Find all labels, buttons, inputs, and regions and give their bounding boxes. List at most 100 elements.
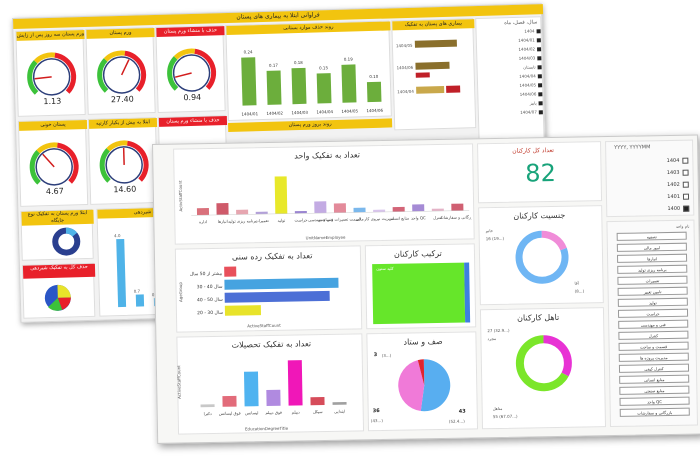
unit-bar bbox=[216, 203, 229, 215]
back-breakdown-panel: بیماری های پستان به تفکیک 1404/05 1404/0… bbox=[391, 18, 477, 131]
back-type-card: ابتلا ورم پستان به تفکیک نوع جایگاه bbox=[20, 208, 94, 261]
gender-female-label: خانم bbox=[485, 228, 494, 234]
gauge-band bbox=[36, 142, 58, 154]
marital-married-label: متاهل bbox=[492, 405, 503, 412]
line-staff-card: صف و ستاد 3 (3...) 36 (43...) 43 (52.4..… bbox=[366, 331, 479, 432]
year-filter[interactable]: YYYY, YYYYMM 1404 1403 1402 1401 1400 bbox=[605, 139, 695, 218]
unit-filter-button[interactable]: واحد QC bbox=[619, 396, 690, 406]
age-chart-card: تعداد به تفکیک رده سنی AgeGroup بیشتر از… bbox=[174, 245, 363, 333]
education-category-label: سیکل bbox=[313, 409, 324, 414]
back-gauge-dial bbox=[29, 142, 79, 186]
unit-filter-button[interactable]: کنترل کیفی bbox=[618, 363, 690, 373]
trend-value: 0.19 bbox=[344, 56, 353, 61]
unit-filter-button[interactable]: تولید bbox=[617, 297, 688, 307]
back-breakdown-bar-2 bbox=[415, 61, 450, 70]
unit-filter-button[interactable]: فنی و مهندسی bbox=[618, 319, 689, 329]
education-bar bbox=[310, 397, 325, 406]
back-slicer-label: 1404 bbox=[524, 28, 535, 34]
back-trend-svg: 0.24 1404/01 0.17 1404/02 0.18 1404/03 0.15 140… bbox=[241, 49, 384, 117]
line-staff-title: صف و ستاد bbox=[403, 336, 443, 347]
education-chart-title: تعداد به تفکیک تحصیلات bbox=[231, 339, 312, 350]
education-category-label: لیسانس bbox=[245, 410, 259, 415]
back-breakdown-bar-5 bbox=[446, 85, 461, 93]
back-gauge-dial bbox=[27, 52, 77, 96]
year-filter-label: 1403 bbox=[666, 169, 680, 177]
back-type-title: ابتلا ورم پستان به تفکیک نوع جایگاه bbox=[21, 209, 94, 226]
checkbox-icon[interactable] bbox=[683, 205, 690, 212]
line-staff-right-value: 43 bbox=[458, 408, 466, 415]
unit-bar bbox=[314, 201, 327, 214]
back-slicer-label: 1404/03 bbox=[518, 55, 536, 61]
unit-filter-button[interactable]: تصفیه bbox=[616, 231, 687, 241]
back-slicer-label: پاییز bbox=[529, 100, 537, 106]
back-gauge-card: ورم پستان سه روز پس از زایش 1.13 bbox=[15, 29, 86, 117]
back-breakdown-row-1: 1404/05 bbox=[395, 42, 413, 49]
unit-category-label: حراست bbox=[294, 217, 308, 222]
unit-filter-button[interactable]: کنترل bbox=[618, 330, 689, 340]
gauge-band bbox=[103, 50, 126, 62]
year-filter-item[interactable]: 1400 bbox=[613, 203, 690, 216]
trend-bar bbox=[366, 81, 382, 103]
trend-category: 1404/04 bbox=[316, 109, 333, 114]
trend-category: 1404/02 bbox=[266, 110, 283, 115]
donut-segment bbox=[515, 230, 569, 284]
unit-filter-button[interactable]: امور مالی bbox=[616, 242, 687, 252]
unit-filter-button[interactable]: تعمیرات bbox=[617, 275, 688, 285]
unit-bar bbox=[392, 206, 405, 212]
gauge-band bbox=[124, 50, 147, 92]
unit-filter-button[interactable]: حراست bbox=[617, 308, 689, 318]
back-slicer-item[interactable]: 1404/07 bbox=[483, 109, 543, 120]
total-staff-card: تعداد کل کارکنان 82 bbox=[477, 141, 603, 204]
composition-label: کلید ستون bbox=[376, 265, 394, 272]
unit-filter-button[interactable]: منابع انسانی bbox=[619, 374, 690, 384]
line-staff-top-value: 3 bbox=[373, 352, 378, 359]
total-staff-value: 82 bbox=[525, 158, 557, 188]
back-gauge-title: ورم پستان سه روز پس از زایش bbox=[16, 29, 85, 41]
unit-filter-button[interactable]: برنامه ریزی تولید bbox=[617, 264, 688, 274]
donut-segment bbox=[515, 335, 572, 392]
trend-category: 1404/03 bbox=[291, 110, 308, 115]
education-bar bbox=[222, 395, 237, 407]
unit-bar bbox=[274, 176, 288, 214]
back-slicer-label: 1404/06 bbox=[519, 91, 537, 97]
pie-slice bbox=[417, 359, 425, 386]
unit-filter-button[interactable]: انبارها bbox=[617, 253, 688, 263]
unit-filter-button[interactable]: قسمت و ساخت bbox=[618, 341, 689, 351]
age-category-label: 20 - 30 سال bbox=[197, 310, 223, 316]
back-gauge-title: حذف با منشاء ورم پستان bbox=[156, 26, 225, 37]
age-category-label: 40 - 50 سال bbox=[197, 297, 223, 303]
unit-filter-button[interactable]: تامین تغییر bbox=[617, 286, 688, 296]
back-gauge-dial bbox=[167, 48, 217, 92]
year-filter-label: 1402 bbox=[667, 181, 680, 189]
checkbox-icon bbox=[537, 47, 542, 52]
checkbox-icon[interactable] bbox=[682, 181, 689, 188]
gauge-band bbox=[29, 150, 41, 185]
marital-single-value: 27 (32.9...) bbox=[487, 327, 510, 334]
back-breakdown-title: بیماری های پستان به تفکیک bbox=[392, 19, 475, 31]
checkbox-icon[interactable] bbox=[682, 169, 689, 176]
checkbox-icon bbox=[536, 38, 541, 43]
unit-filter-button[interactable]: مدیریت پروژه ها bbox=[618, 352, 689, 362]
unit-filter-button[interactable]: منابع صنعتی bbox=[619, 385, 690, 395]
unit-bar bbox=[294, 210, 307, 214]
marital-married-value: 55 (67.07...) bbox=[492, 413, 518, 420]
trend-category: 1404/06 bbox=[366, 108, 383, 113]
checkbox-icon bbox=[537, 65, 542, 70]
gauge-ring bbox=[32, 58, 71, 96]
education-chart-svg: دکترا فوق لیسانس لیسانس فوق دیپلم دیپلم سیکل ا… bbox=[200, 360, 347, 416]
checkbox-icon[interactable] bbox=[682, 157, 689, 164]
marital-single-label: مجرد bbox=[487, 336, 497, 342]
trend-bar bbox=[341, 64, 357, 103]
unit-filter-button[interactable]: بازرگانی و سفارشات bbox=[619, 407, 690, 417]
unit-category-label: قسمت تعمیرات و ساخت bbox=[319, 216, 361, 222]
back-gauge-value: 1.13 bbox=[43, 96, 62, 107]
trend-value: 0.18 bbox=[294, 60, 303, 65]
checkbox-icon[interactable] bbox=[682, 193, 690, 200]
trend-category: 1404/05 bbox=[341, 108, 358, 113]
unit-bar bbox=[255, 211, 268, 215]
pie-slice bbox=[398, 360, 425, 412]
gender-male-label: آقا bbox=[574, 280, 579, 286]
back-slicer-label: 1404/04 bbox=[519, 73, 536, 79]
gauge-band bbox=[194, 48, 217, 90]
